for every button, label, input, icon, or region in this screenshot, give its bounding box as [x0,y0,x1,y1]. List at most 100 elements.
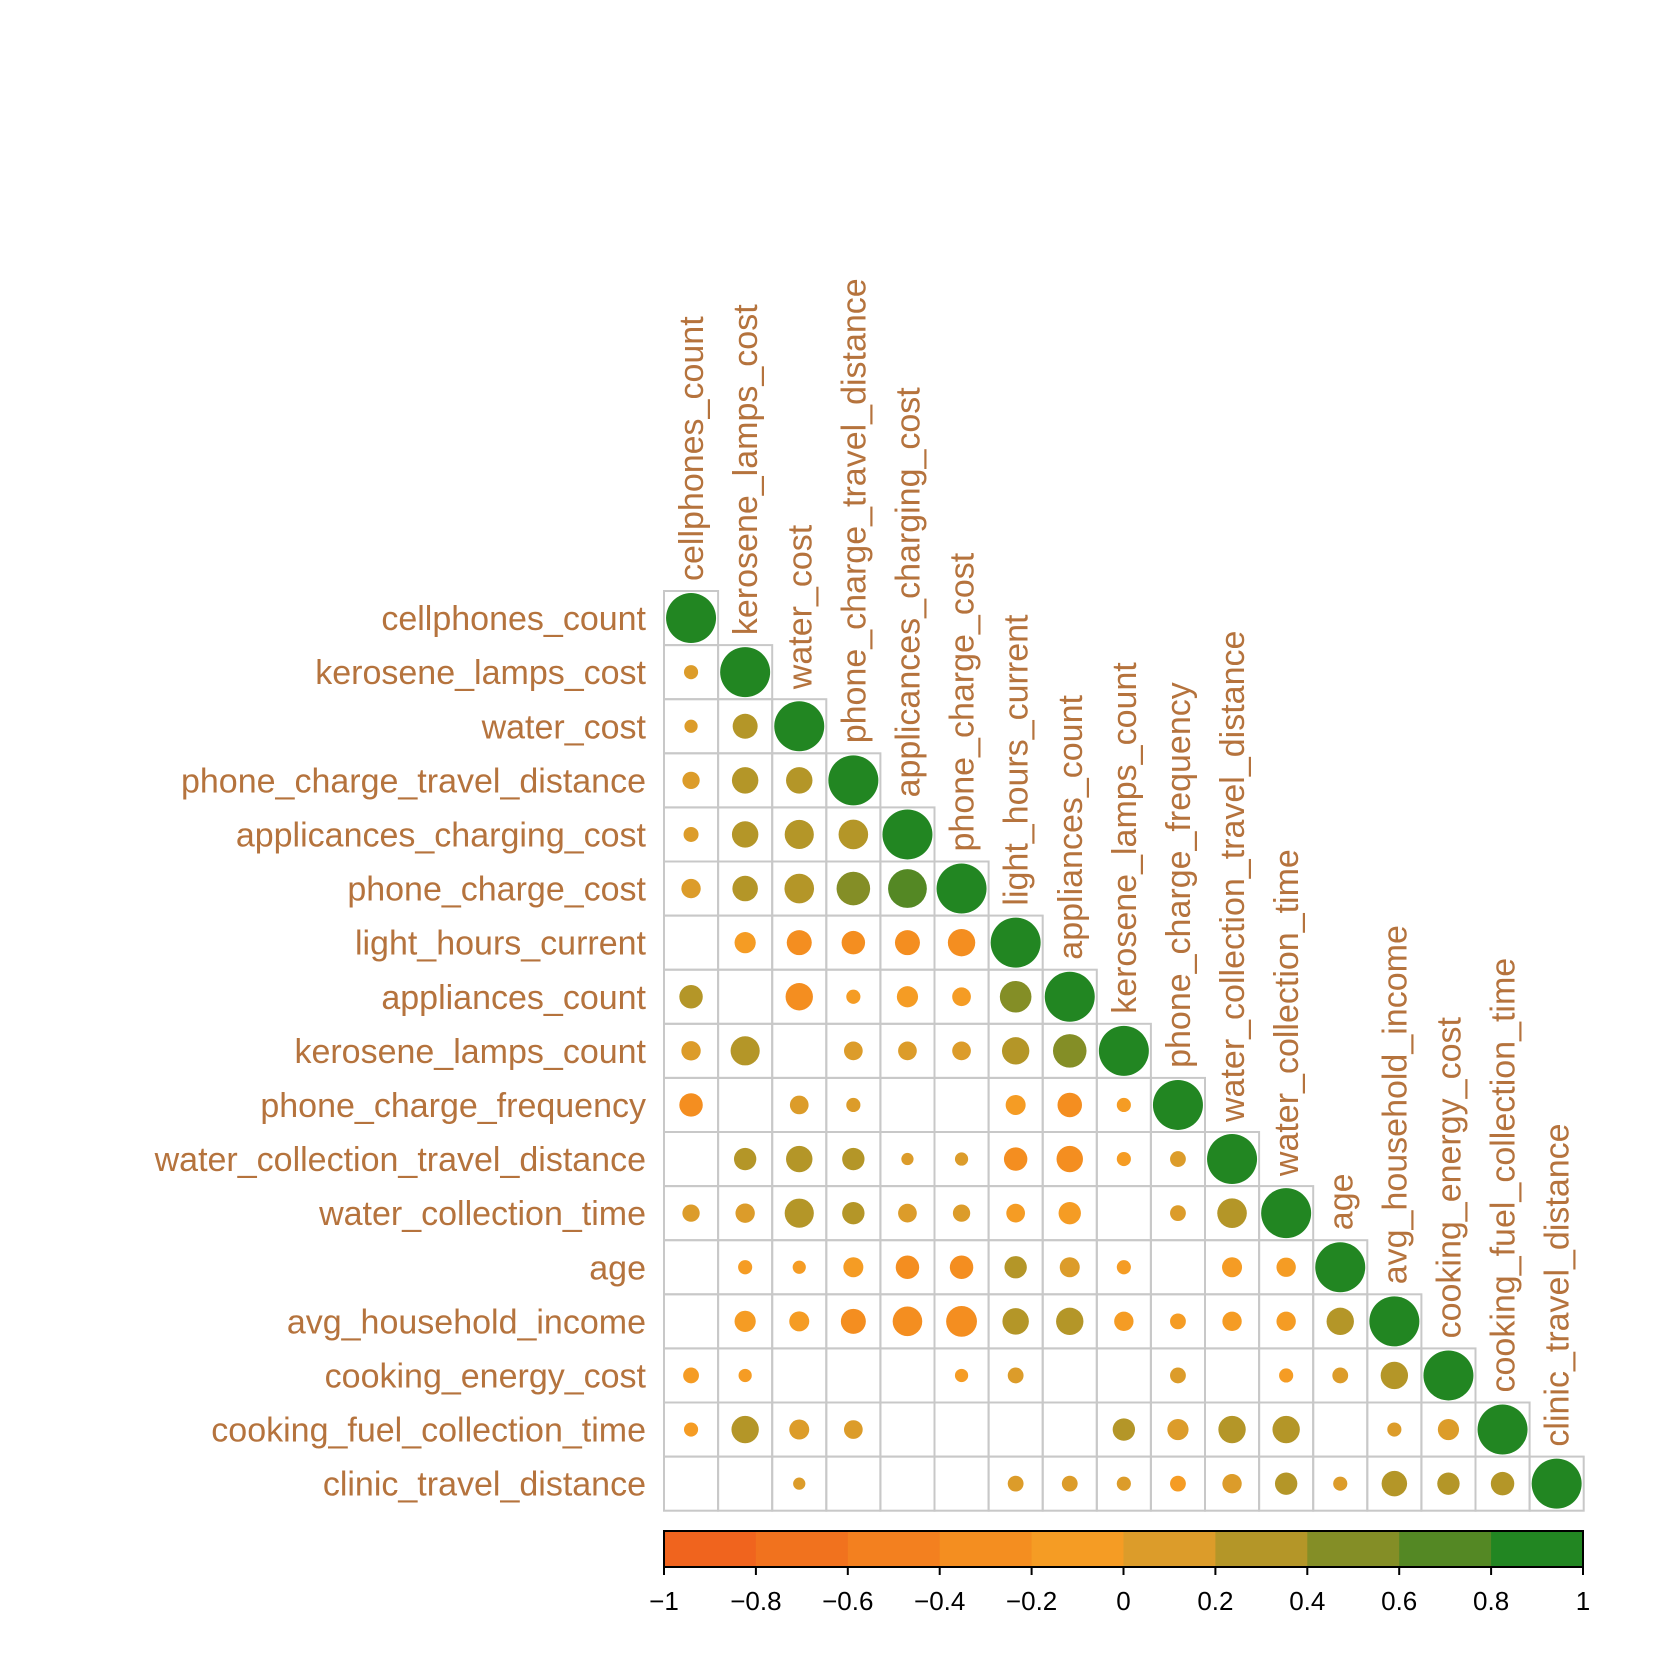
grid-cell [663,1455,720,1512]
corr-circle-appliances-count-vs-appliances-count [1044,971,1095,1022]
corr-circle-light-hours-current-vs-light-hours-current [990,917,1041,968]
correlation-circles [666,593,1582,1509]
col-label-clinic-travel-distance: clinic_travel_distance [1539,1123,1577,1446]
corr-circle-cooking-energy-cost-vs-water-collection-time [1279,1368,1294,1383]
corr-circle-kerosene-lamps-count-vs-cellphones-count [681,1041,701,1061]
grid-cell [663,1131,720,1188]
corr-circle-avg-household-income-vs-water-collection-time [1276,1311,1296,1332]
corr-circle-avg-household-income-vs-light-hours-current [1002,1308,1029,1335]
corr-circle-age-vs-phone-charge-cost [949,1255,974,1279]
col-label-water-collection-travel-distance: water_collection_travel_distance [1214,631,1252,1123]
corr-circle-applicances-charging-cost-vs-water-cost [784,819,814,850]
row-label-cooking-fuel-collection-time: cooking_fuel_collection_time [211,1412,646,1450]
grid-cell [1041,1401,1098,1458]
grid-cell [879,1347,936,1404]
grid-cell [771,1022,828,1079]
row-labels: cellphones_count kerosene_lamps_costwater… [154,600,647,1504]
col-label-avg-household-income: avg_household_income [1376,925,1414,1284]
corr-circle-water-collection-time-vs-kerosene-lamps-cost [735,1203,755,1223]
corr-circle-age-vs-phone-charge-travel-distance [843,1257,864,1278]
corr-circle-water-collection-time-vs-appliances-count [1058,1201,1081,1225]
corr-circle-cooking-fuel-collection-time-vs-cellphones-count [683,1422,699,1437]
corr-circle-phone-charge-cost-vs-kerosene-lamps-cost [732,875,758,902]
corr-circle-kerosene-lamps-count-vs-phone-charge-travel-distance [843,1041,863,1061]
grid-cell [825,1455,882,1512]
corr-circle-cooking-fuel-collection-time-vs-cooking-fuel-collection-time [1477,1404,1528,1455]
corr-circle-light-hours-current-vs-water-cost [786,930,812,956]
corr-circle-avg-household-income-vs-water-cost [789,1311,810,1332]
corr-circle-clinic-travel-distance-vs-light-hours-current [1007,1475,1024,1492]
row-label-age: age [589,1249,646,1287]
corr-circle-age-vs-kerosene-lamps-count [1116,1260,1131,1275]
corr-circle-phone-charge-frequency-vs-light-hours-current [1005,1094,1026,1115]
corr-circle-appliances-count-vs-water-cost [785,983,813,1011]
corr-circle-appliances-count-vs-light-hours-current [999,980,1032,1013]
colorbar-segment [1491,1531,1584,1567]
col-label-kerosene-lamps-cost: kerosene_lamps_cost [727,304,765,635]
row-label-applicances-charging-cost: applicances_charging_cost [236,816,647,854]
corr-circle-avg-household-income-vs-phone-charge-frequency [1170,1313,1186,1330]
row-label-phone-charge-frequency: phone_charge_frequency [260,1087,646,1125]
corr-circle-cooking-fuel-collection-time-vs-cooking-energy-cost [1437,1418,1460,1441]
corr-circle-water-collection-time-vs-phone-charge-frequency [1170,1205,1186,1222]
corr-circle-light-hours-current-vs-phone-charge-travel-distance [841,930,866,955]
corr-circle-cooking-fuel-collection-time-vs-water-cost [789,1419,810,1440]
corr-circle-avg-household-income-vs-appliances-count [1056,1307,1084,1336]
grid-cell [717,968,774,1025]
corr-circle-water-collection-travel-distance-vs-light-hours-current [1003,1147,1028,1171]
corr-circle-avg-household-income-vs-age [1326,1307,1354,1336]
corr-circle-water-collection-time-vs-water-cost [784,1198,814,1228]
correlation-grid [663,590,1585,1512]
grid-cell [663,1239,720,1296]
grid-cell [771,1347,828,1404]
colorbar-tick-label: 0.8 [1473,1586,1509,1616]
corr-circle-age-vs-water-cost [792,1260,806,1274]
row-label-water-cost: water_cost [481,708,647,746]
corr-circle-water-collection-time-vs-phone-charge-travel-distance [842,1201,865,1225]
col-label-kerosene-lamps-count: kerosene_lamps_count [1106,662,1144,1014]
col-label-phone-charge-cost: phone_charge_cost [944,552,982,851]
corr-circle-age-vs-appliances-count [1059,1257,1080,1278]
corr-circle-clinic-travel-distance-vs-appliances-count [1061,1475,1078,1492]
corr-circle-clinic-travel-distance-vs-kerosene-lamps-count [1116,1476,1131,1491]
grid-cell [933,1401,990,1458]
corr-circle-water-collection-travel-distance-vs-appliances-count [1056,1145,1083,1173]
corr-circle-phone-charge-travel-distance-vs-phone-charge-travel-distance [828,755,879,806]
corr-circle-kerosene-lamps-count-vs-phone-charge-cost [952,1041,971,1061]
corr-circle-clinic-travel-distance-vs-clinic-travel-distance [1531,1458,1582,1509]
grid-cell [717,1076,774,1134]
corr-circle-cooking-fuel-collection-time-vs-avg-household-income [1387,1422,1402,1437]
corr-circle-phone-charge-travel-distance-vs-cellphones-count [682,771,700,790]
corr-circle-phone-charge-travel-distance-vs-water-cost [786,767,813,794]
colorbar [663,1530,1584,1568]
colorbar-segment [664,1531,757,1567]
corr-circle-cooking-energy-cost-vs-phone-charge-cost [954,1368,969,1383]
corr-circle-clinic-travel-distance-vs-water-collection-travel-distance [1222,1473,1242,1494]
corr-circle-phone-charge-travel-distance-vs-kerosene-lamps-cost [731,767,759,794]
corr-circle-cooking-fuel-collection-time-vs-water-collection-time [1272,1415,1300,1444]
corr-circle-age-vs-water-collection-time [1276,1257,1296,1277]
corr-circle-age-vs-age [1315,1242,1366,1293]
corr-circle-phone-charge-frequency-vs-cellphones-count [679,1093,703,1117]
corr-circle-avg-household-income-vs-phone-charge-cost [946,1305,977,1337]
corr-circle-clinic-travel-distance-vs-water-collection-time [1274,1472,1298,1495]
corr-circle-cooking-energy-cost-vs-cooking-energy-cost [1423,1350,1474,1401]
colorbar-segment [1399,1531,1492,1567]
corr-circle-cooking-energy-cost-vs-kerosene-lamps-cost [738,1368,752,1383]
corr-circle-cellphones-count-vs-cellphones-count [666,593,717,644]
corr-circle-water-collection-time-vs-cellphones-count [682,1204,700,1222]
colorbar-tick-label: −1 [649,1586,679,1616]
corr-circle-kerosene-lamps-count-vs-applicances-charging-cost [898,1041,917,1061]
corr-circle-water-collection-travel-distance-vs-kerosene-lamps-count [1116,1151,1131,1167]
corr-circle-water-collection-travel-distance-vs-applicances-charging-cost [901,1152,914,1166]
corr-circle-clinic-travel-distance-vs-phone-charge-frequency [1170,1475,1186,1492]
corr-circle-kerosene-lamps-count-vs-kerosene-lamps-cost [730,1036,760,1066]
colorbar-tick-label: 0 [1116,1586,1130,1616]
row-label-light-hours-current: light_hours_current [355,925,647,963]
col-label-phone-charge-frequency: phone_charge_frequency [1160,682,1198,1068]
corr-circle-phone-charge-frequency-vs-kerosene-lamps-count [1116,1097,1131,1113]
corr-circle-cooking-fuel-collection-time-vs-phone-charge-frequency [1167,1418,1189,1441]
corr-circle-clinic-travel-distance-vs-age [1333,1476,1348,1491]
col-label-light-hours-current: light_hours_current [998,614,1036,906]
colorbar-segment [1215,1531,1308,1567]
